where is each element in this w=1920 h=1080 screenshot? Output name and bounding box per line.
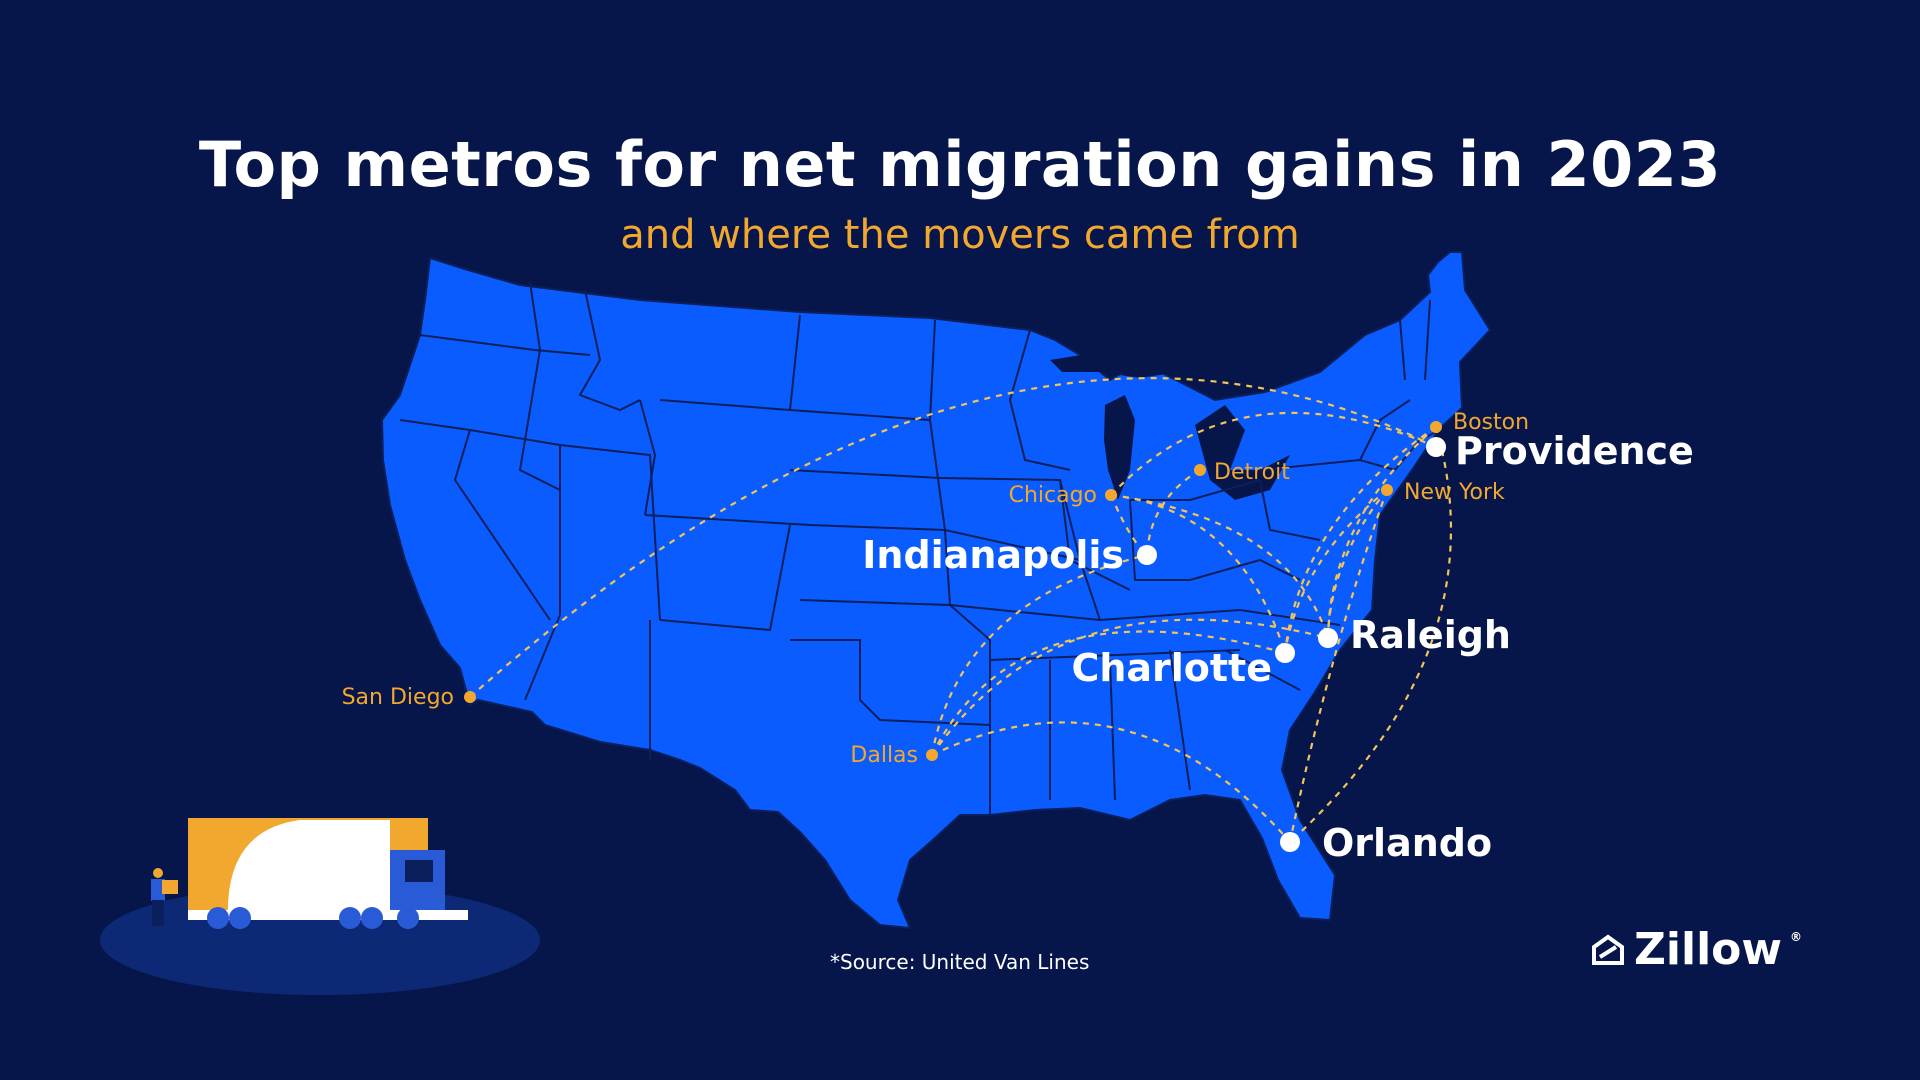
origin-dot-chicago	[1105, 489, 1117, 501]
source-note: *Source: United Van Lines	[830, 950, 1090, 974]
route-dallas-orlando	[931, 721, 1291, 843]
mover-box	[162, 880, 178, 894]
truck-wheel-2	[229, 907, 251, 929]
mover-legs	[152, 900, 164, 926]
migration-routes	[469, 377, 1452, 843]
lake-superior	[1050, 352, 1180, 378]
zillow-house-icon	[1592, 934, 1624, 965]
state-borders	[399, 281, 1441, 815]
truck-window	[405, 860, 433, 882]
route-dallas-raleigh	[931, 618, 1329, 756]
origin-dot-detroit	[1194, 464, 1206, 476]
origin-label-newyork: New York	[1404, 480, 1505, 505]
destination-dot-orlando	[1280, 832, 1300, 852]
origin-label-chicago: Chicago	[1009, 483, 1097, 508]
route-dallas-indianapolis	[930, 553, 1148, 756]
truck-cargo-white	[227, 820, 390, 918]
route-newyork-raleigh	[1326, 489, 1388, 639]
route-boston-charlotte	[1283, 426, 1437, 654]
great-lakes-east	[1195, 405, 1290, 500]
truck-wheel-1	[207, 907, 229, 929]
destination-dot-charlotte	[1275, 643, 1295, 663]
origin-label-dallas: Dallas	[850, 743, 918, 768]
truck-wheel-5	[397, 907, 419, 929]
route-newyork-orlando	[1288, 489, 1389, 843]
destination-markers	[1137, 437, 1446, 852]
moving-truck-illustration	[100, 818, 540, 995]
origin-markers	[464, 421, 1442, 761]
lake-michigan	[1104, 395, 1135, 500]
origin-dot-boston	[1430, 421, 1442, 433]
destination-label-providence: Providence	[1455, 429, 1694, 473]
mover-head	[153, 868, 163, 878]
destination-dot-providence	[1426, 437, 1446, 457]
page-subtitle: and where the movers came from	[620, 212, 1300, 258]
route-boston-orlando	[1289, 426, 1452, 843]
origin-dot-sandiego	[464, 691, 476, 703]
truck-base	[188, 910, 468, 920]
destination-label-charlotte: Charlotte	[1071, 646, 1272, 690]
destination-label-indianapolis: Indianapolis	[862, 533, 1124, 577]
mover-body	[151, 879, 165, 901]
origin-label-boston: Boston	[1453, 410, 1529, 435]
page-title: Top metros for net migration gains in 20…	[198, 128, 1722, 201]
destination-dot-indianapolis	[1137, 545, 1157, 565]
destination-label-raleigh: Raleigh	[1350, 613, 1511, 657]
origin-dot-newyork	[1381, 484, 1393, 496]
brand-name: Zillow	[1634, 924, 1783, 975]
zillow-logo: Zillow ®	[1590, 924, 1802, 975]
route-dallas-charlotte	[931, 630, 1286, 756]
route-chicago-raleigh	[1110, 493, 1330, 639]
origin-dot-dallas	[926, 749, 938, 761]
route-chicago-providence	[1110, 411, 1437, 496]
route-newyork-charlotte	[1283, 489, 1388, 654]
origin-label-detroit: Detroit	[1214, 460, 1290, 485]
origin-label-sandiego: San Diego	[342, 685, 454, 710]
destination-label-orlando: Orlando	[1322, 821, 1492, 865]
destination-dot-raleigh	[1318, 628, 1338, 648]
truck-wheel-4	[361, 907, 383, 929]
route-sandiego-providence	[469, 377, 1437, 698]
truck-wheel-3	[339, 907, 361, 929]
